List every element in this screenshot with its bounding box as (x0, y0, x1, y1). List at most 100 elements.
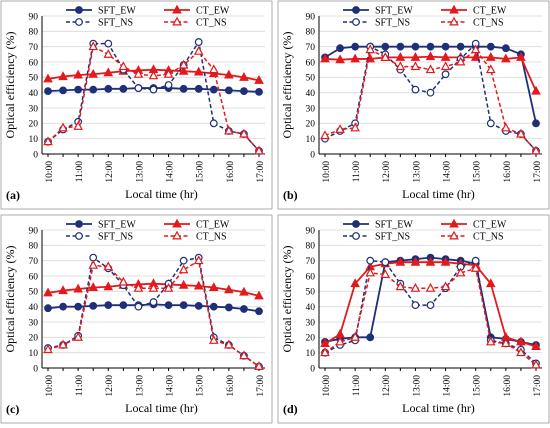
data-point (134, 302, 143, 311)
data-point (179, 301, 188, 310)
y-tick-label: 50 (306, 74, 316, 84)
data-point (501, 122, 511, 132)
y-tick-label: 70 (306, 257, 316, 267)
x-tick-label: 12:00 (382, 161, 392, 183)
legend-marker (352, 232, 360, 240)
data-point (381, 258, 390, 267)
data-point (470, 44, 481, 54)
chart-panel: 0 10 20 30 40 50 60 70 80 90 10:00 11:00 12:00 13:00 1… (0, 214, 273, 424)
legend-marker (449, 16, 459, 26)
data-point (178, 279, 189, 289)
legend-item: SFT_EW (66, 6, 136, 17)
x-tick-label: 12:00 (105, 161, 115, 183)
x-tick-label: 12:00 (382, 375, 392, 397)
data-point (104, 84, 113, 93)
y-tick-label: 20 (306, 334, 316, 344)
data-point (224, 339, 234, 349)
data-point (254, 75, 264, 84)
data-point (351, 42, 360, 51)
data-point (254, 361, 264, 370)
data-point (74, 85, 83, 94)
y-tick-label: 80 (306, 28, 316, 38)
y-tick-label: 0 (310, 150, 315, 160)
x-axis-label: Local time (hr) (125, 401, 198, 415)
y-tick-label: 90 (306, 12, 316, 22)
y-tick-label: 10 (29, 349, 39, 359)
data-point (485, 336, 496, 346)
data-point (366, 333, 375, 342)
x-tick-label: 15:00 (196, 375, 206, 397)
data-point (410, 256, 421, 266)
data-point (426, 42, 435, 51)
data-point (501, 338, 511, 347)
x-tick-label: 16:00 (226, 375, 236, 397)
data-point (531, 85, 541, 95)
x-tick-label: 10:00 (322, 375, 332, 397)
data-point (440, 61, 451, 71)
data-point (320, 130, 330, 140)
data-point (441, 70, 450, 79)
data-point (426, 301, 435, 310)
legend-label: SFT_NS (98, 18, 133, 29)
legend-item: CT_NS (441, 16, 504, 29)
legend-label: CT_EW (196, 6, 230, 17)
data-point (335, 336, 345, 346)
data-point (103, 261, 114, 271)
data-point (59, 302, 67, 311)
y-axis-label: Optical efficiency (%) (3, 245, 17, 352)
data-point (58, 285, 68, 295)
legend-item: CT_NS (441, 230, 504, 243)
data-point (163, 282, 174, 292)
legend-label: CT_EW (473, 220, 507, 231)
y-tick-label: 40 (306, 89, 316, 99)
data-point (366, 256, 375, 265)
legend-label: CT_NS (196, 232, 227, 243)
data-point (470, 52, 481, 61)
data-point (485, 64, 496, 74)
data-point (178, 65, 189, 75)
chart-panel: 0 10 20 30 40 50 60 70 80 90 10:00 11:00 12:00 13:00 1… (277, 0, 550, 210)
y-tick-label: 20 (29, 334, 39, 344)
y-tick-label: 10 (29, 135, 39, 145)
legend: SFT_EW CT_EW SFT_NS CT_NS (343, 4, 507, 29)
data-point (335, 54, 345, 64)
data-point (455, 56, 466, 66)
data-point (516, 128, 526, 138)
data-point (43, 136, 53, 146)
data-point (133, 68, 144, 78)
data-point (194, 38, 203, 46)
data-point (410, 61, 421, 71)
legend-label: CT_EW (196, 220, 230, 231)
x-tick-label: 16:00 (226, 161, 236, 183)
data-point (119, 301, 128, 310)
data-point (335, 124, 345, 133)
legend-marker (352, 220, 360, 228)
y-tick-label: 20 (29, 120, 39, 130)
data-point (239, 71, 249, 81)
data-point (425, 64, 436, 74)
data-point (208, 335, 219, 344)
legend-item: SFT_EW (343, 220, 413, 231)
data-point (104, 39, 113, 48)
legend-marker (75, 232, 83, 240)
legend-item: SFT_EW (66, 220, 136, 231)
data-point (411, 301, 420, 310)
panel-label: (d) (283, 402, 298, 416)
y-tick-label: 60 (29, 58, 39, 68)
y-tick-label: 90 (29, 12, 39, 22)
data-point (44, 304, 52, 313)
y-axis-label: Optical efficiency (%) (280, 245, 294, 352)
legend-marker (172, 16, 182, 26)
data-point (320, 53, 330, 63)
data-point (193, 280, 204, 290)
data-point (455, 267, 466, 277)
y-axis-label: Optical efficiency (%) (3, 31, 17, 138)
y-tick-label: 30 (306, 104, 316, 114)
legend-item: CT_EW (164, 4, 230, 17)
legend-marker (449, 230, 459, 240)
data-point (350, 278, 360, 288)
x-tick-label: 11:00 (75, 161, 85, 183)
x-tick-label: 16:00 (503, 375, 513, 397)
x-axis-label: Local time (hr) (402, 401, 475, 415)
